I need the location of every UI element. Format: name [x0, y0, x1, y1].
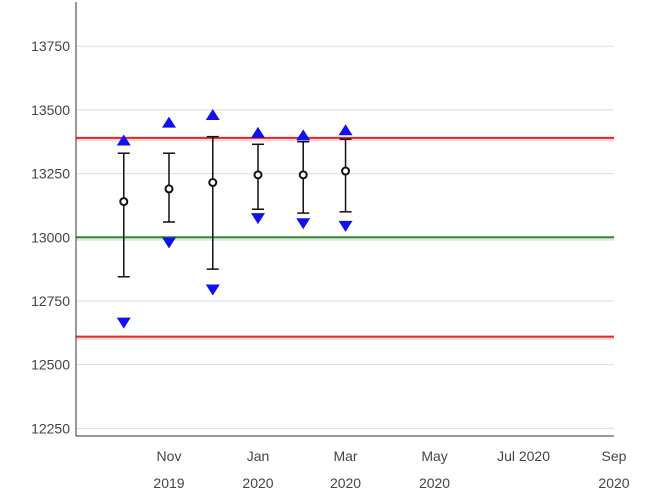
- x-tick-label: Jul 2020: [497, 448, 550, 464]
- x-tick-label: Jan: [247, 448, 270, 464]
- x-tick-label-year: 2020: [242, 475, 273, 491]
- data-points: [116, 109, 353, 329]
- y-tick-label: 13250: [31, 166, 70, 182]
- x-tick-label: Nov: [157, 448, 182, 464]
- mean-point: [119, 197, 129, 207]
- max-marker: [296, 129, 311, 141]
- min-marker: [296, 218, 311, 230]
- max-marker: [205, 109, 220, 120]
- reference-lines: [76, 136, 614, 341]
- max-marker: [116, 134, 131, 146]
- min-marker: [251, 213, 265, 225]
- x-tick-labels: Nov 2019 Jan 2020 Mar 2020 May 2020 Jul 2020 Sep 2…: [153, 448, 629, 491]
- mean-point: [341, 166, 351, 176]
- x-tick-label-year: 2019: [153, 475, 184, 491]
- x-tick-label: Sep: [602, 448, 627, 464]
- mean-point: [208, 178, 218, 188]
- y-tick-label: 12750: [31, 293, 70, 309]
- x-tick-label: Mar: [333, 448, 357, 464]
- y-tick-label: 13500: [31, 102, 70, 118]
- x-tick-label-year: 2020: [598, 475, 629, 491]
- max-marker: [251, 126, 265, 138]
- min-marker: [162, 237, 176, 249]
- x-tick-label-year: 2020: [330, 475, 361, 491]
- axes: [75, 2, 614, 437]
- mean-point: [164, 184, 174, 194]
- y-tick-label: 13000: [31, 229, 70, 245]
- mean-point: [298, 170, 308, 180]
- mean-point: [253, 170, 263, 180]
- min-marker: [338, 220, 353, 232]
- y-tick-label: 12500: [31, 357, 70, 373]
- y-tick-label: 13750: [31, 38, 70, 54]
- x-tick-label: May: [421, 448, 447, 464]
- min-marker: [116, 317, 131, 329]
- max-marker: [338, 124, 353, 136]
- x-tick-label-year: 2020: [419, 475, 450, 491]
- max-marker: [162, 116, 176, 128]
- y-tick-labels: 12250 12500 12750 13000 13250 13500 13750: [31, 38, 70, 436]
- y-tick-label: 12250: [31, 420, 70, 436]
- min-marker: [205, 284, 220, 296]
